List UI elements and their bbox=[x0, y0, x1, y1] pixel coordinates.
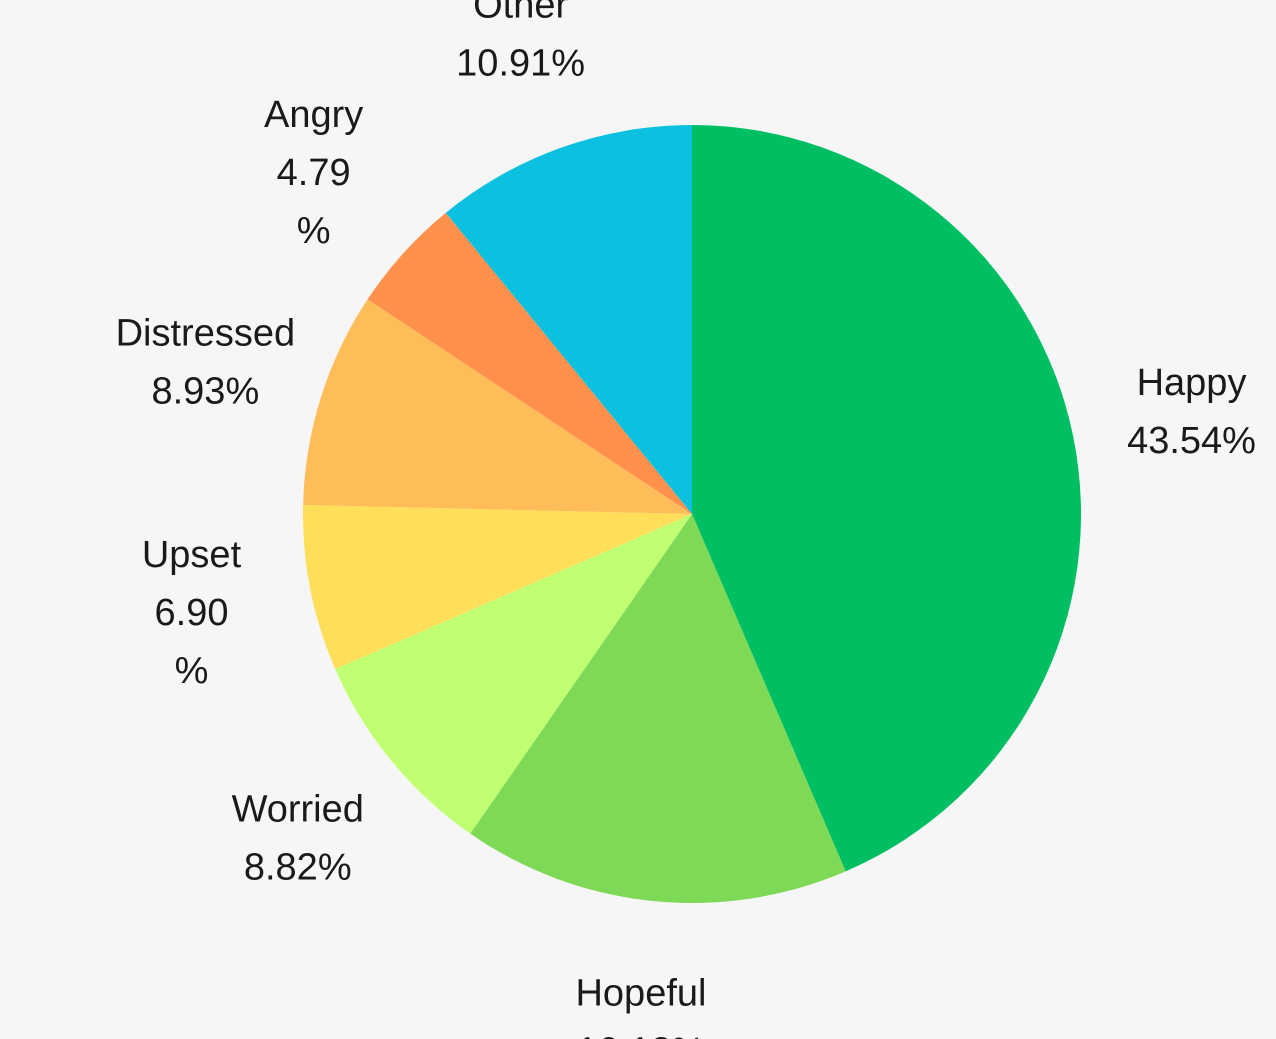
slice-label-line: 4.79 bbox=[277, 152, 351, 194]
slice-label-line: 16.12% bbox=[577, 1030, 706, 1039]
slice-label-happy: Happy 43.54% bbox=[1127, 362, 1256, 462]
pie-slice-worried bbox=[335, 514, 692, 834]
slice-label-other: Other 10.91% bbox=[456, 0, 585, 85]
slice-label-line: Distressed bbox=[116, 312, 296, 354]
pie-slice-happy bbox=[692, 125, 1081, 872]
slice-label-line: 6.90 bbox=[155, 592, 229, 634]
slice-label-line: Happy bbox=[1137, 362, 1247, 404]
slice-label-distressed: Distressed 8.93% bbox=[116, 312, 296, 412]
slice-label-line: Other bbox=[473, 0, 568, 27]
pie-slice-other bbox=[445, 124, 692, 514]
pie-slice-angry bbox=[367, 212, 692, 515]
slice-label-line: 8.82% bbox=[244, 847, 352, 889]
slice-label-line: % bbox=[175, 650, 209, 692]
slice-label-line: Hopeful bbox=[575, 972, 706, 1014]
pie-slice-upset bbox=[302, 504, 692, 670]
slice-label-line: % bbox=[297, 210, 331, 252]
slice-label-hopeful: Hopeful 16.12% bbox=[575, 972, 706, 1039]
slice-label-upset: Upset 6.90% bbox=[142, 534, 242, 692]
slice-label-line: 10.91% bbox=[456, 43, 585, 85]
slice-label-line: Angry bbox=[264, 94, 363, 136]
slice-label-angry: Angry 4.79% bbox=[264, 94, 363, 252]
pie-labels: Happy 43.54% Hopeful 16.12% Worried 8.82% Upse… bbox=[116, 0, 1256, 1039]
pie-slices bbox=[302, 124, 1081, 903]
slice-label-line: 43.54% bbox=[1127, 420, 1256, 462]
pie-slice-hopeful bbox=[470, 514, 846, 903]
pie-slice-distressed bbox=[303, 299, 692, 514]
slice-label-line: 8.93% bbox=[151, 370, 259, 412]
slice-label-line: Upset bbox=[142, 534, 242, 576]
slice-label-line: Worried bbox=[232, 789, 364, 831]
slice-label-worried: Worried 8.82% bbox=[232, 789, 364, 889]
